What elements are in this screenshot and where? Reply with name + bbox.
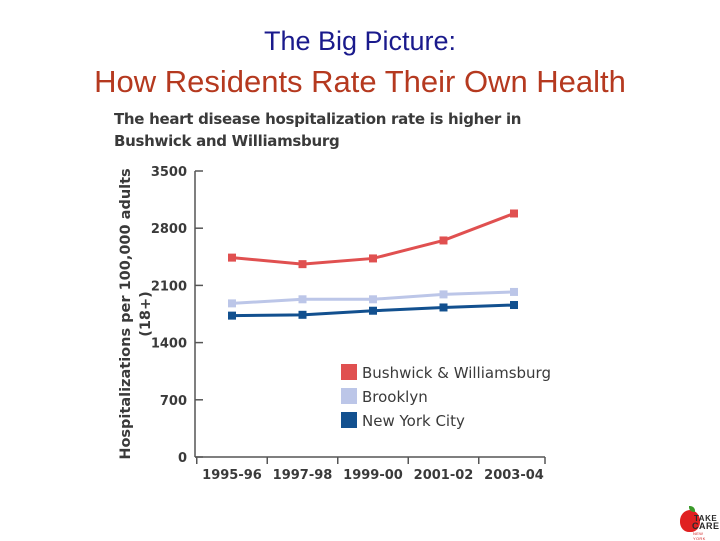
logo-text-care: CARE — [692, 521, 720, 531]
y-axis-label-line2: (18+) — [138, 291, 154, 337]
data-point-new-york-city — [369, 306, 377, 315]
chart-legend: Bushwick & Williamsburg Brooklyn New York … — [341, 364, 551, 430]
data-point-new-york-city — [439, 303, 448, 312]
x-tick-label: 1995-96 — [202, 468, 262, 483]
y-tick-label: 1400 — [151, 337, 187, 352]
logo-text-take: TAKE — [694, 514, 718, 523]
data-point-brooklyn — [298, 295, 307, 304]
x-axis-ticks: 1995-96 1997-98 1999-00 2001-02 2003-04 — [196, 457, 546, 483]
series-lines — [228, 209, 518, 320]
leaf-icon — [689, 506, 695, 512]
legend-swatch-brooklyn — [341, 388, 357, 404]
slide-title-line2: How Residents Rate Their Own Health — [94, 64, 626, 99]
legend-label-new-york-city: New York City — [362, 412, 465, 430]
x-tick-label: 2003-04 — [484, 468, 544, 483]
slide-title-line1: The Big Picture: — [263, 26, 457, 56]
chart-axes — [194, 171, 545, 458]
legend-label-brooklyn: Brooklyn — [362, 388, 428, 406]
data-point-new-york-city — [510, 301, 518, 310]
y-tick-label: 2800 — [151, 222, 187, 237]
data-point-bushwick-williamsburg — [510, 209, 518, 218]
y-tick-label: 0 — [178, 451, 187, 466]
data-point-bushwick-williamsburg — [439, 236, 448, 245]
chart-title: The heart disease hospitalization rate i… — [114, 110, 522, 150]
y-tick-label: 700 — [160, 394, 187, 409]
legend-label-bushwick-williamsburg: Bushwick & Williamsburg — [362, 364, 551, 382]
data-point-bushwick-williamsburg — [228, 253, 236, 262]
data-point-brooklyn — [369, 295, 377, 304]
x-tick-label: 2001-02 — [414, 468, 474, 483]
data-point-bushwick-williamsburg — [298, 260, 307, 269]
y-tick-label: 3500 — [151, 165, 187, 180]
data-point-new-york-city — [298, 310, 307, 319]
y-axis-ticks: 0 700 1400 2100 2800 3500 — [151, 165, 203, 466]
data-point-bushwick-williamsburg — [369, 254, 377, 263]
data-point-brooklyn — [510, 287, 518, 296]
x-tick-label: 1999-00 — [343, 468, 403, 483]
x-tick-label: 1997-98 — [273, 468, 333, 483]
apple-icon — [680, 510, 700, 532]
logo-text-new-york: NEW YORK — [693, 531, 706, 541]
y-axis-label-line1: Hospitalizations per 100,000 adults — [118, 168, 134, 459]
data-point-brooklyn — [228, 299, 236, 308]
y-tick-label: 2100 — [151, 279, 187, 294]
legend-swatch-bushwick-williamsburg — [341, 364, 357, 380]
data-point-brooklyn — [439, 290, 448, 299]
data-point-new-york-city — [228, 311, 236, 320]
legend-swatch-new-york-city — [341, 412, 357, 428]
take-care-new-york-logo: TAKE CARE NEW YORK — [676, 506, 719, 541]
